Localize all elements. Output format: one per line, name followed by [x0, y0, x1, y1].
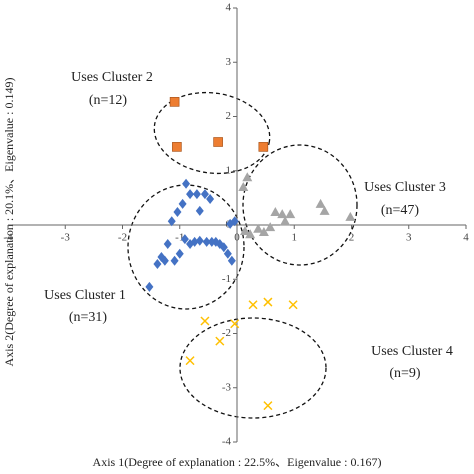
- cluster-count: (n=12): [89, 93, 128, 108]
- y-tick-label: 3: [226, 56, 232, 68]
- point: [227, 255, 236, 266]
- point: [169, 97, 180, 107]
- cluster-count: (n=9): [389, 366, 421, 381]
- point: [263, 401, 273, 411]
- x-tick-label: 0: [234, 232, 240, 244]
- point: [178, 198, 187, 209]
- point: [265, 222, 276, 232]
- cluster-count: (n=31): [69, 310, 108, 325]
- point: [238, 182, 249, 192]
- point: [206, 193, 215, 204]
- point: [173, 206, 182, 217]
- point: [248, 300, 258, 310]
- x-tick-label: -4: [3, 232, 13, 244]
- cluster-outlines: [127, 91, 358, 419]
- point: [153, 259, 162, 270]
- cluster-outline: [153, 91, 271, 175]
- x-tick-label: 3: [406, 232, 412, 244]
- point: [182, 178, 191, 189]
- point: [258, 142, 269, 152]
- cluster-label: Uses Cluster 1: [44, 288, 126, 303]
- y-tick-label: 1: [226, 164, 232, 176]
- point: [242, 172, 253, 182]
- point: [277, 209, 288, 219]
- point: [145, 281, 154, 292]
- point: [223, 248, 232, 259]
- point: [315, 198, 326, 208]
- point: [263, 297, 273, 307]
- point: [345, 211, 356, 221]
- point: [253, 223, 264, 233]
- cluster-outline: [242, 144, 358, 266]
- point: [202, 236, 211, 247]
- x-tick-label: 2: [349, 232, 355, 244]
- point: [175, 248, 184, 259]
- cluster-outline: [179, 317, 327, 419]
- cluster-label: Uses Cluster 4: [371, 344, 453, 359]
- point: [280, 216, 291, 226]
- x-axis-title: Axis 1(Degree of explanation : 22.5%、Eig…: [93, 455, 382, 469]
- point: [226, 218, 235, 229]
- point: [200, 316, 210, 326]
- y-axis-title: Axis 2(Degree of explanation : 20.1%、Eig…: [2, 78, 16, 367]
- x-tick-label: -1: [175, 232, 184, 244]
- point: [185, 356, 195, 366]
- y-tick-label: 4: [226, 2, 232, 14]
- y-tick-label: -2: [222, 327, 231, 339]
- cluster-label: Uses Cluster 2: [71, 70, 153, 85]
- cluster-label: Uses Cluster 3: [364, 180, 446, 195]
- point: [157, 252, 166, 263]
- x-tick-label: -2: [118, 232, 127, 244]
- point: [172, 142, 182, 152]
- point: [285, 209, 296, 219]
- point: [180, 234, 189, 245]
- point: [207, 236, 216, 247]
- y-tick-label: -3: [222, 381, 232, 393]
- y-tick-label: -4: [222, 436, 232, 448]
- point: [167, 216, 176, 227]
- point: [258, 227, 269, 237]
- point: [230, 319, 240, 329]
- point: [170, 255, 179, 266]
- point: [240, 225, 251, 235]
- point: [215, 336, 225, 346]
- x-tick-label: -3: [61, 232, 71, 244]
- point: [319, 205, 330, 215]
- point: [192, 189, 201, 200]
- point: [195, 235, 204, 246]
- point: [270, 206, 281, 216]
- point: [190, 236, 199, 247]
- point: [219, 242, 228, 253]
- cluster-count: (n=47): [381, 203, 420, 218]
- point: [163, 238, 172, 249]
- point: [288, 300, 298, 310]
- point: [213, 137, 223, 147]
- point: [200, 189, 209, 200]
- x-tick-label: 1: [292, 232, 298, 244]
- y-tick-label: -1: [222, 273, 231, 285]
- point: [245, 229, 256, 239]
- point: [186, 189, 195, 200]
- x-tick-label: 4: [463, 232, 469, 244]
- y-tick-label: 2: [226, 110, 232, 122]
- point: [195, 205, 204, 216]
